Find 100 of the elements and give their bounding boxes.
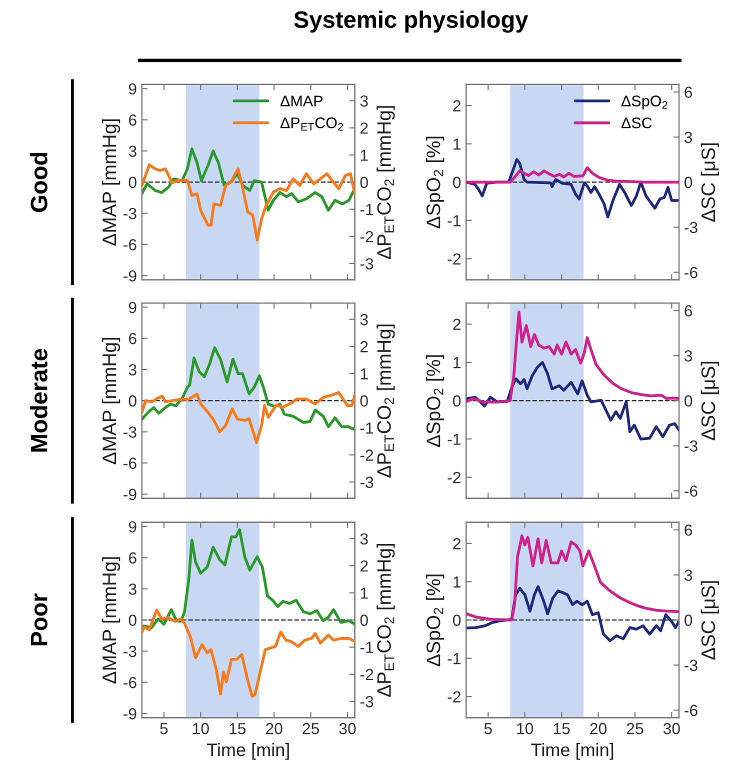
y-axis-title: ΔMAP [mmHg] bbox=[102, 338, 120, 464]
y2-tick-label: -1 bbox=[360, 204, 374, 216]
y-tick-label: -2 bbox=[448, 253, 460, 264]
y-tick-label: 0 bbox=[453, 614, 461, 626]
y-tick-label: -1 bbox=[448, 215, 460, 226]
x-axis-title: Time [min] bbox=[531, 742, 614, 760]
y2-tick-label: -6 bbox=[684, 704, 698, 716]
y2-tick-label: 6 bbox=[684, 86, 692, 98]
y2-tick-label: 0 bbox=[360, 395, 368, 407]
y2-tick-label: 0 bbox=[684, 176, 692, 188]
y2-tick-label: 2 bbox=[360, 122, 368, 134]
y-axis-title: ΔSpO$_{2}$ [%] bbox=[426, 136, 444, 228]
y-tick-label: -2 bbox=[448, 472, 460, 484]
y2-tick-label: -2 bbox=[360, 231, 374, 242]
line-series bbox=[142, 608, 355, 698]
x-tick-label: 5 bbox=[484, 723, 492, 734]
y2-tick-label: -1 bbox=[360, 422, 374, 434]
x-tick-label: 30 bbox=[339, 722, 356, 734]
y2-tick-label: 0 bbox=[360, 614, 368, 626]
y2-axis-title: ΔSC [μS] bbox=[700, 143, 719, 222]
y2-tick-label: 3 bbox=[360, 533, 368, 545]
x-tick-label: 15 bbox=[554, 723, 570, 734]
y2-tick-label: 2 bbox=[360, 560, 368, 572]
y-tick-label: 0 bbox=[128, 395, 136, 407]
x-axis-title: Time [min] bbox=[206, 742, 289, 760]
y2-tick-label: 3 bbox=[360, 95, 368, 107]
y2-tick-label: 2 bbox=[360, 341, 368, 352]
line-series bbox=[142, 528, 355, 631]
y-tick-label: -3 bbox=[124, 208, 136, 220]
y-tick-label: -6 bbox=[124, 239, 136, 250]
legend-label: ΔSpO$_{2}$ bbox=[621, 96, 668, 110]
y-tick-label: -9 bbox=[124, 270, 136, 282]
y2-tick-label: 1 bbox=[360, 368, 368, 380]
y-tick-label: -1 bbox=[448, 653, 460, 664]
x-tick-label: 20 bbox=[590, 722, 607, 734]
y2-tick-label: 6 bbox=[684, 524, 692, 536]
text: Systemic physiology bbox=[294, 10, 528, 33]
y2-tick-label: -3 bbox=[684, 660, 698, 672]
y-tick-label: 3 bbox=[128, 364, 136, 376]
x-tick-label: 25 bbox=[302, 722, 319, 734]
y2-tick-label: -3 bbox=[684, 440, 698, 452]
y2-tick-label: 1 bbox=[360, 150, 368, 161]
y2-tick-label: 0 bbox=[684, 395, 692, 407]
y2-tick-label: 3 bbox=[684, 132, 692, 143]
line-series bbox=[142, 346, 355, 432]
y-tick-label: -9 bbox=[124, 488, 136, 500]
y2-tick-label: -3 bbox=[360, 476, 374, 488]
y2-tick-label: 0 bbox=[684, 614, 692, 626]
y-tick-label: 1 bbox=[454, 576, 460, 588]
y-tick-label: -1 bbox=[448, 434, 460, 445]
x-tick-label: 15 bbox=[230, 723, 246, 734]
y-axis-title: ΔSpO$_{2}$ [%] bbox=[426, 355, 444, 447]
y-tick-label: 0 bbox=[128, 176, 136, 188]
y2-axis-title: ΔSC [μS] bbox=[700, 581, 719, 660]
line-series bbox=[466, 360, 680, 440]
y2-tick-label: -3 bbox=[360, 258, 374, 270]
y2-tick-label: -3 bbox=[360, 696, 374, 708]
y-tick-label: 3 bbox=[128, 583, 136, 595]
y2-tick-label: -2 bbox=[360, 668, 374, 680]
y-tick-label: 0 bbox=[453, 395, 461, 407]
y-tick-label: 9 bbox=[128, 521, 136, 532]
legend-label: ΔP$_{ET}$CO$_{2}$ bbox=[280, 117, 344, 131]
line-series bbox=[466, 166, 680, 184]
y2-tick-label: 1 bbox=[360, 588, 368, 599]
y2-tick-label: 3 bbox=[684, 350, 692, 362]
y-tick-label: 0 bbox=[453, 176, 461, 188]
y-tick-label: 2 bbox=[453, 100, 460, 112]
y-tick-label: 6 bbox=[129, 332, 136, 344]
x-tick-label: 5 bbox=[160, 723, 168, 734]
line-series bbox=[466, 534, 680, 622]
y-tick-label: 3 bbox=[128, 146, 136, 157]
y-tick-label: 9 bbox=[128, 83, 136, 95]
text: Good bbox=[30, 152, 48, 212]
y-tick-label: 2 bbox=[453, 318, 460, 330]
y-tick-label: 1 bbox=[454, 138, 460, 150]
y-tick-label: 2 bbox=[453, 538, 460, 550]
y-tick-label: -6 bbox=[124, 676, 136, 688]
x-tick-label: 10 bbox=[192, 722, 209, 734]
y2-tick-label: -1 bbox=[360, 642, 374, 653]
y2-tick-label: -6 bbox=[684, 266, 698, 278]
legend-label: ΔMAP bbox=[280, 96, 322, 106]
line-series bbox=[466, 585, 680, 642]
y-tick-label: -2 bbox=[448, 691, 460, 702]
y-tick-label: 6 bbox=[129, 114, 136, 126]
y-tick-label: -3 bbox=[124, 426, 136, 438]
y2-axis-title: ΔSC [μS] bbox=[700, 362, 719, 440]
y2-tick-label: 3 bbox=[684, 570, 692, 581]
y-axis-title: ΔMAP [mmHg] bbox=[102, 119, 120, 246]
y-axis-title: ΔMAP [mmHg] bbox=[102, 557, 120, 684]
y-tick-label: 0 bbox=[128, 614, 136, 626]
y2-tick-label: 0 bbox=[360, 176, 368, 188]
y2-tick-label: -6 bbox=[684, 485, 698, 497]
y-tick-label: 9 bbox=[128, 302, 136, 314]
x-tick-label: 30 bbox=[663, 722, 680, 734]
y2-tick-label: -2 bbox=[360, 450, 374, 461]
line-series bbox=[142, 163, 355, 242]
y2-tick-label: 6 bbox=[684, 305, 692, 316]
y2-axis-title: ΔP$_{ET}$CO$_{2}$ [mmHg] bbox=[376, 324, 395, 478]
line-series bbox=[142, 391, 355, 444]
x-tick-label: 20 bbox=[266, 722, 282, 734]
